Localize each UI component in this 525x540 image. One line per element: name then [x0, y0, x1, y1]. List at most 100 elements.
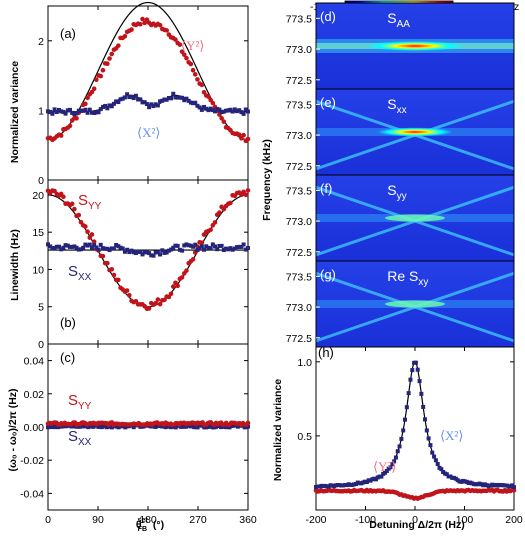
point-x2-a	[166, 95, 171, 100]
panel-label-a: (a)	[60, 26, 76, 41]
point-sxx-b	[59, 247, 64, 252]
point-x2-h	[426, 436, 431, 441]
point-x2-a	[78, 108, 83, 113]
point-sxx-b	[237, 244, 242, 249]
point-x2-h	[430, 450, 435, 455]
axes-c-xtick-label: 90	[92, 514, 104, 526]
point-x2-a	[241, 111, 246, 116]
point-syy-b	[243, 192, 249, 198]
series-label-sxx-b: SXX	[68, 263, 92, 283]
point-y2-a	[140, 16, 145, 22]
axes-c-xtick-label: 270	[189, 514, 207, 526]
point-x2-h	[408, 377, 413, 382]
axes-h-xtick-label: 200	[505, 514, 523, 526]
point-sxx-b	[241, 242, 246, 247]
point-y2-a	[109, 51, 115, 57]
point-x2-h	[390, 462, 395, 467]
axes-c-xtick-label: 0	[45, 514, 51, 526]
axes-h-ytick-label: 0.5	[297, 431, 312, 443]
point-x2-a	[188, 100, 193, 105]
point-y2-a	[138, 21, 143, 27]
point-sxx-b	[81, 245, 86, 250]
point-sxx-b	[138, 249, 143, 254]
point-syy-b	[69, 201, 75, 207]
axes-a-ytick-label: 2	[38, 36, 44, 48]
point-sxx-b	[202, 247, 207, 252]
point-sxx-b	[100, 246, 105, 251]
point-syy-b	[146, 306, 152, 311]
point-x2-a	[151, 104, 156, 109]
point-y2-a	[105, 61, 110, 66]
point-sxx-b	[133, 251, 138, 256]
point-x2-a	[98, 107, 103, 112]
point-x2-a	[109, 104, 114, 109]
point-x2-h	[435, 462, 440, 467]
point-syy-b	[111, 272, 117, 278]
point-syy-b	[217, 210, 222, 215]
point-sxx-b	[219, 243, 224, 248]
point-sxx-b	[173, 243, 178, 248]
point-sxx-b	[50, 246, 55, 251]
point-sxx-b	[74, 245, 79, 250]
point-syy-b	[76, 212, 82, 218]
point-sxx-b	[184, 242, 189, 247]
point-sxx-b	[142, 250, 147, 255]
point-syy-b	[61, 194, 66, 200]
xlabel-h: Detuning Δ/2π (Hz)	[369, 519, 465, 531]
point-x2-h	[406, 391, 411, 396]
point-x2-a	[197, 105, 202, 110]
point-x2-h	[444, 472, 449, 477]
point-y2-a	[241, 132, 246, 138]
point-sxx-b	[180, 248, 185, 253]
point-x2-a	[92, 111, 97, 116]
point-sxx-b	[149, 253, 154, 258]
point-x2-a	[59, 109, 64, 114]
axes-c-ytick-label: 0.02	[24, 389, 45, 401]
point-sxx-b	[193, 242, 198, 247]
point-sxx-b	[144, 250, 149, 255]
point-x2-a	[217, 107, 222, 112]
point-sxx-b	[114, 243, 119, 248]
axes-b-ytick-label: 10	[32, 264, 44, 276]
point-sxx-b	[111, 246, 116, 251]
point-syy-b	[166, 294, 172, 300]
point-x2-a	[140, 100, 145, 105]
point-sxx-b	[131, 250, 136, 255]
point-sxx-c	[131, 425, 136, 430]
point-x2-a	[202, 104, 207, 109]
point-sxx-c	[246, 424, 250, 429]
point-x2-a	[120, 96, 125, 101]
axes-h-xtick-label: 100	[456, 514, 474, 526]
point-syy-b	[127, 292, 132, 298]
point-x2-h	[419, 391, 424, 396]
axes-a-ytick-label: 1	[38, 105, 44, 117]
point-sxx-b	[70, 244, 75, 249]
point-y2-a	[221, 119, 227, 124]
point-sxx-b	[125, 247, 130, 252]
point-syy-b	[245, 188, 251, 193]
theory-x2-h	[315, 360, 515, 487]
point-x2-a	[164, 97, 169, 102]
point-syy-c	[245, 420, 251, 426]
point-x2-a	[100, 104, 105, 109]
heatmap-ytick-label: 772.5	[286, 161, 312, 173]
point-sxx-b	[230, 247, 235, 252]
point-x2-a	[177, 95, 182, 100]
point-syy-b	[208, 227, 213, 233]
axes-h-xtick-label: -100	[355, 514, 376, 526]
heatmap-ytick-label: 773.5	[286, 271, 312, 283]
point-sxx-b	[136, 249, 141, 254]
point-sxx-b	[188, 243, 193, 248]
point-x2-a	[162, 97, 167, 102]
heatmap-ytick-label: 772.5	[286, 75, 312, 87]
heatmap-stack: 772.5 773.0 773.5 (d) SAA 772.5 773.0 773.5 (e) S…	[286, 2, 515, 348]
point-y2-a	[188, 61, 194, 67]
heatmap-panel-label: (f)	[320, 181, 332, 196]
ylabel-heatmap: Frequency (kHz)	[261, 139, 273, 221]
point-syy-b	[228, 200, 233, 206]
point-x2-a	[56, 107, 61, 112]
point-x2-a	[52, 107, 57, 112]
heatmap-peak	[365, 41, 465, 51]
point-syy-b	[179, 275, 185, 280]
annotation-y2-a: ⟨Y²⟩	[181, 38, 204, 53]
